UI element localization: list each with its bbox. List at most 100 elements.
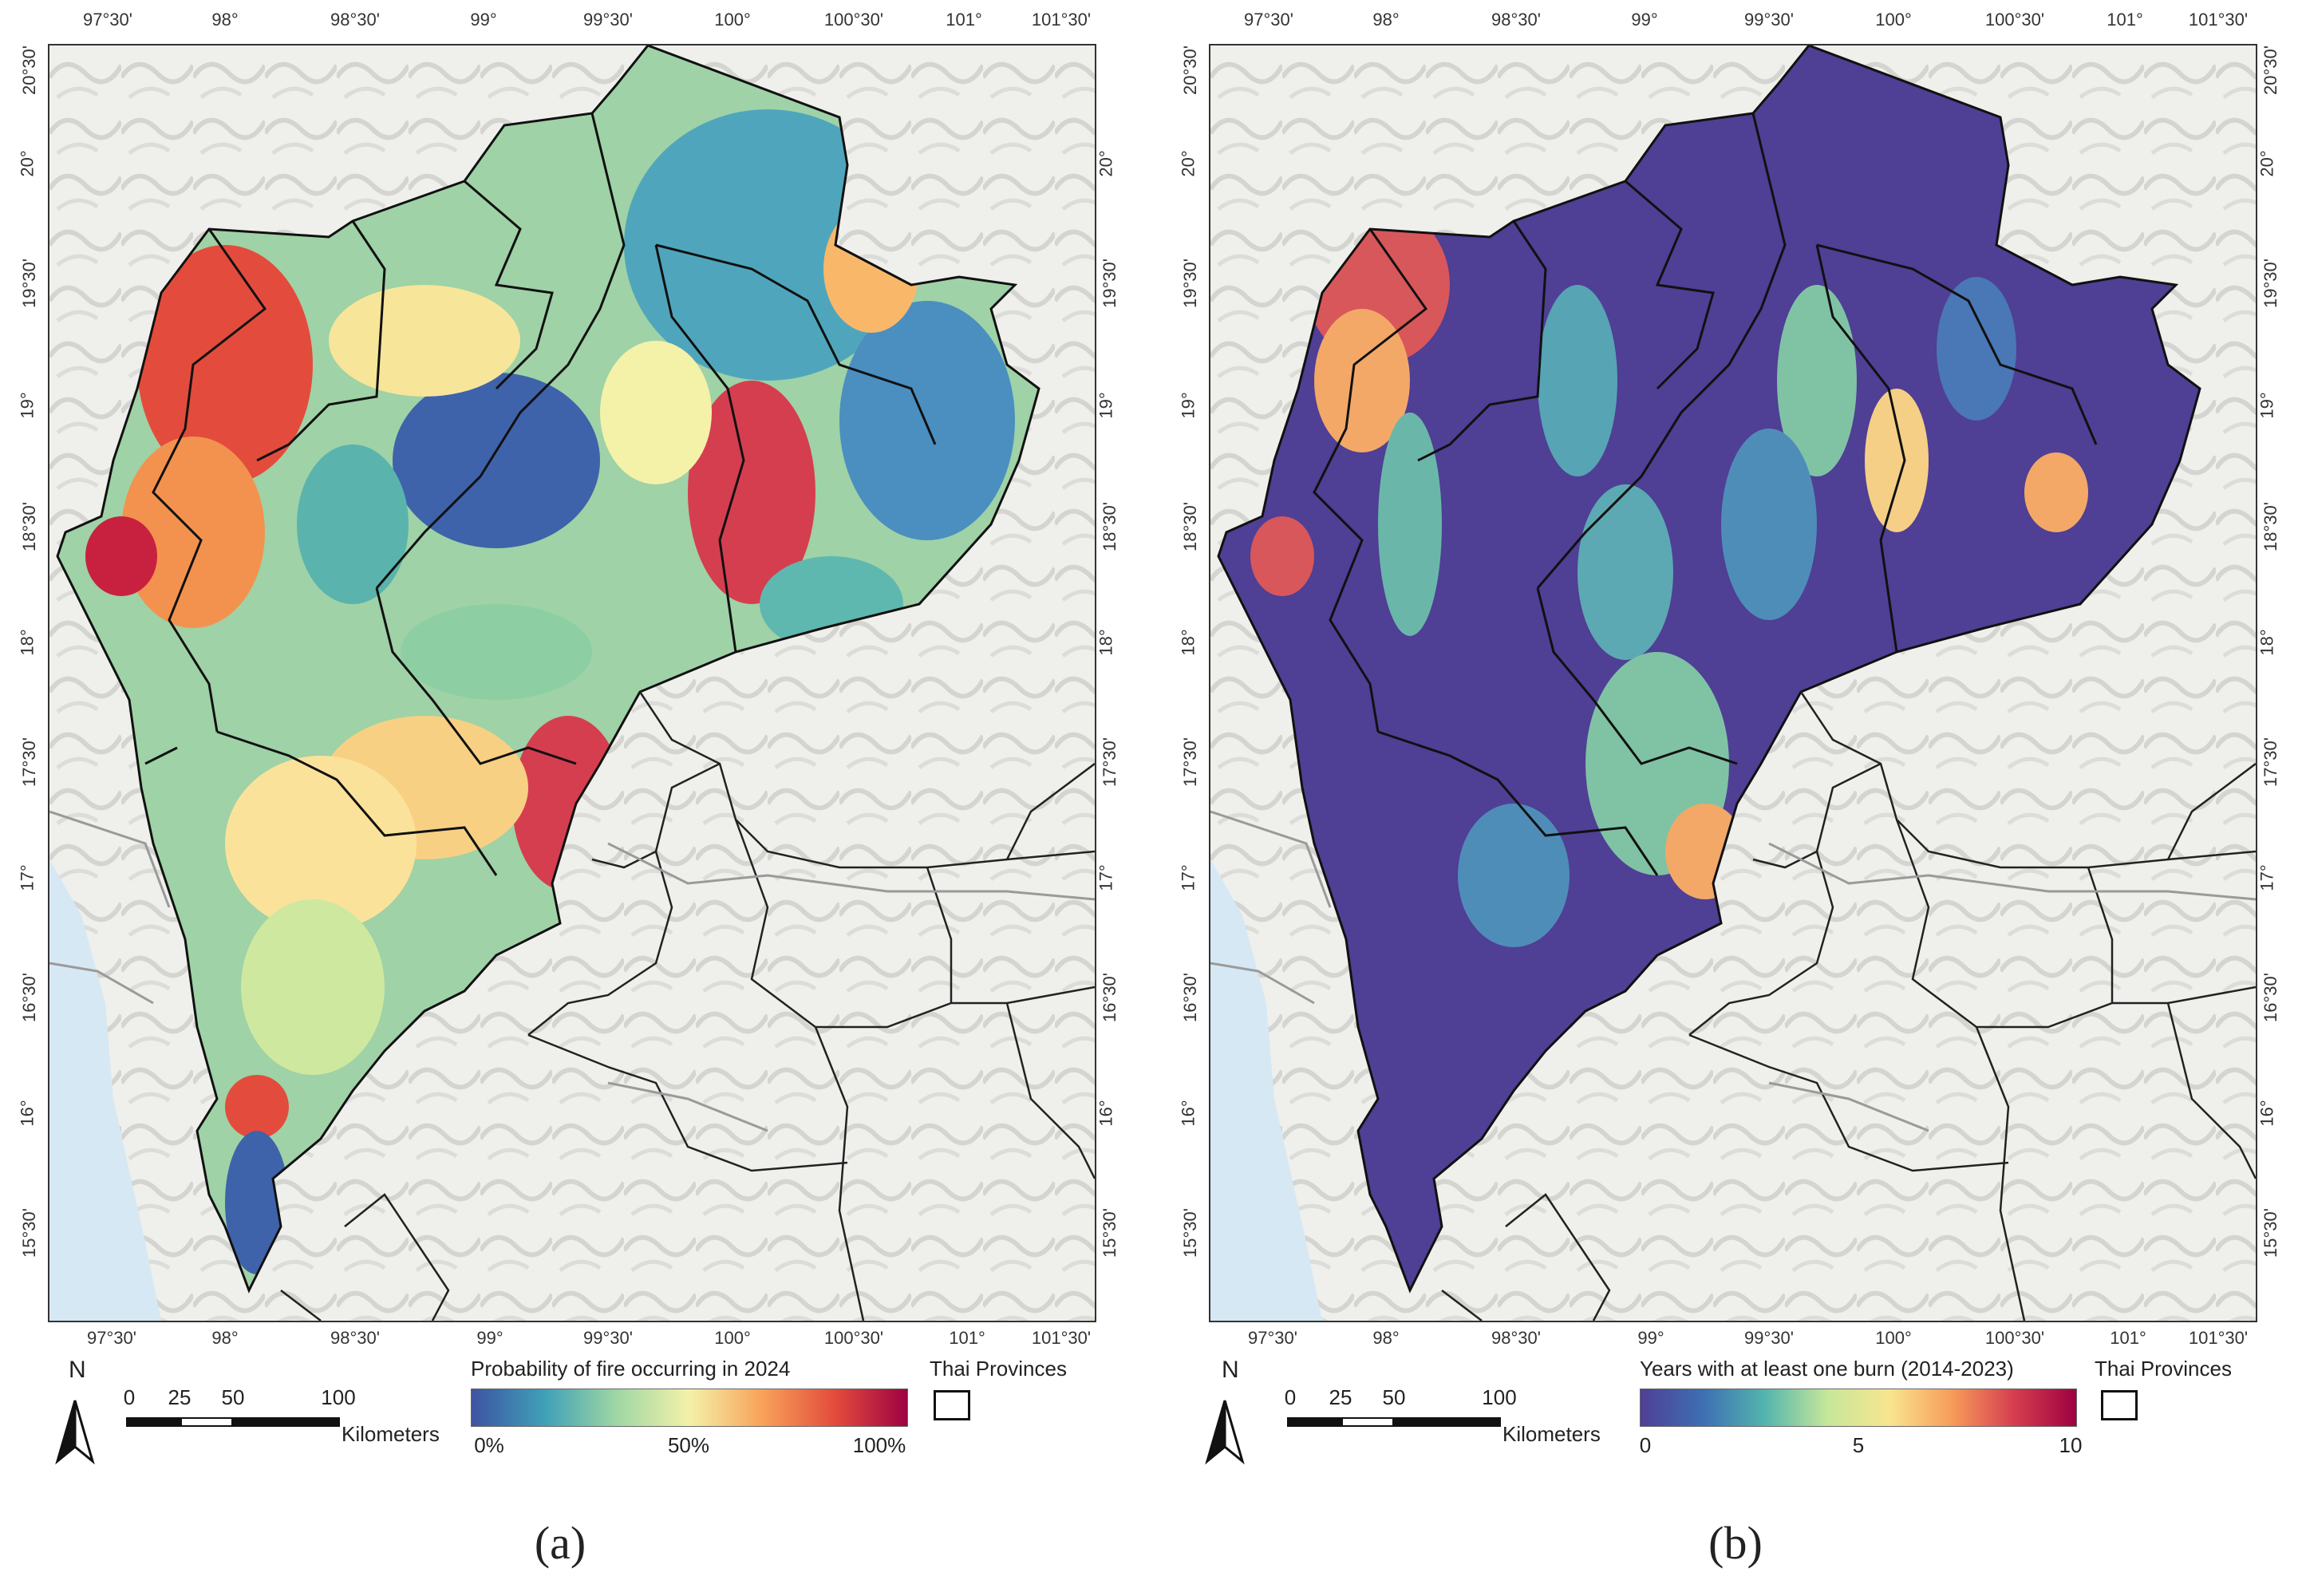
scale-label: 25 [168, 1385, 192, 1409]
lon-tick: 97°30' [83, 10, 132, 30]
legend-color-ramp [471, 1389, 908, 1427]
lat-tick: 19° [17, 392, 38, 419]
lon-tick: 101° [2107, 10, 2143, 30]
lon-tick: 98°30' [1491, 1328, 1541, 1348]
lat-tick: 15°30' [2260, 1208, 2280, 1258]
lat-tick: 17°30' [2260, 737, 2280, 787]
lat-tick: 19°30' [2260, 259, 2280, 308]
lon-tick: 98° [211, 10, 239, 30]
lat-tick: 19° [2257, 392, 2277, 419]
country-boundaries [1210, 810, 2256, 1132]
lon-tick: 99°30' [1744, 10, 1794, 30]
lat-tick: 19° [1178, 392, 1198, 419]
scale-label: 0 [123, 1385, 136, 1409]
outside-province-boundaries [1441, 691, 2256, 1321]
lat-tick: 19°30' [1099, 259, 1119, 308]
scale-segment [233, 1417, 340, 1427]
scale-segment [1287, 1417, 1341, 1427]
map-panel-a: 97°30' 98° 98°30' 99° 99°30' 100° 100°30… [17, 10, 1119, 1569]
provinces-legend-title: Thai Provinces [2095, 1357, 2232, 1381]
scale-label: 50 [221, 1385, 245, 1409]
lon-tick: 100°30' [823, 10, 884, 30]
lon-tick: 99° [1637, 1328, 1664, 1348]
lat-tick: 18° [17, 629, 38, 656]
scale-label: 50 [1382, 1385, 1406, 1409]
scale-segment [180, 1417, 233, 1427]
lat-tick: 18° [1178, 629, 1198, 656]
lon-tick: 98° [1372, 10, 1400, 30]
lon-tick: 101°30' [1031, 1328, 1092, 1348]
lon-tick: 97°30' [1244, 10, 1293, 30]
lat-tick: 16°30' [1099, 973, 1119, 1022]
legend-label: 50% [667, 1433, 710, 1457]
lon-tick: 99°30' [583, 1328, 633, 1348]
lon-tick: 97°30' [1248, 1328, 1297, 1348]
legend-title: Years with at least one burn (2014-2023) [1640, 1357, 2014, 1381]
lon-tick: 98° [211, 1328, 239, 1348]
lat-tick: 15°30' [1099, 1208, 1119, 1258]
lon-tick: 101°30' [2188, 10, 2249, 30]
north-arrow-icon [55, 1400, 95, 1465]
panel-caption: (a) [534, 1517, 586, 1569]
lon-tick: 98°30' [1491, 10, 1541, 30]
lat-tick: 18° [1096, 629, 1116, 656]
map-canvas [49, 45, 1095, 1321]
lat-tick: 16°30' [1179, 973, 1200, 1022]
scale-label: 100 [321, 1385, 356, 1409]
map-panel-b: 97°30' 98° 98°30' 99° 99°30' 100° 100°30… [1153, 0, 2306, 1596]
lat-tick: 17° [17, 864, 38, 891]
outside-province-boundaries [280, 691, 1095, 1321]
lon-tick: 97°30' [87, 1328, 136, 1348]
lat-tick: 15°30' [1179, 1208, 1200, 1258]
lat-tick: 20°30' [18, 45, 39, 95]
lon-tick: 101° [949, 1328, 985, 1348]
legend-label: 10 [2059, 1433, 2083, 1457]
lat-tick: 20° [1096, 150, 1116, 177]
lat-tick: 18°30' [1099, 502, 1119, 551]
lat-tick: 16° [17, 1100, 38, 1127]
legend-label: 5 [1852, 1433, 1865, 1457]
province-boundaries [56, 45, 1040, 1292]
lat-tick: 20° [2257, 150, 2277, 177]
lon-tick: 98°30' [330, 1328, 380, 1348]
lat-tick: 20°30' [1179, 45, 1200, 95]
lon-tick: 101°30' [2188, 1328, 2249, 1348]
scale-label: 25 [1329, 1385, 1352, 1409]
lat-tick: 20° [17, 150, 38, 177]
lon-tick: 100°30' [1984, 1328, 2045, 1348]
legend-color-ramp [1640, 1389, 2077, 1427]
lat-tick: 16° [2257, 1100, 2277, 1127]
north-label: N [69, 1357, 86, 1383]
map-frame [1209, 44, 2257, 1322]
legend-label: 0% [474, 1433, 504, 1457]
lat-tick: 15°30' [18, 1208, 39, 1258]
lat-tick: 16°30' [2260, 973, 2280, 1022]
lat-tick: 17°30' [18, 737, 39, 787]
province-outline-swatch [2101, 1390, 2138, 1420]
provinces-legend-title: Thai Provinces [930, 1357, 1067, 1381]
scale-segment [1394, 1417, 1501, 1427]
lat-tick: 19°30' [18, 259, 39, 308]
lat-tick: 19°30' [1179, 259, 1200, 308]
lat-tick: 17°30' [1099, 737, 1119, 787]
lon-tick: 99° [1631, 10, 1658, 30]
lon-tick: 100°30' [823, 1328, 884, 1348]
lon-tick: 99° [470, 10, 497, 30]
legend-title: Probability of fire occurring in 2024 [471, 1357, 791, 1381]
map-frame [48, 44, 1096, 1322]
lon-tick: 98° [1372, 1328, 1400, 1348]
lon-tick: 98°30' [330, 10, 380, 30]
lat-tick: 17° [2257, 864, 2277, 891]
lon-tick: 101° [2110, 1328, 2146, 1348]
lat-tick: 20° [1178, 150, 1198, 177]
scale-label: 0 [1284, 1385, 1297, 1409]
scale-unit: Kilometers [1502, 1422, 1601, 1446]
map-canvas [1210, 45, 2256, 1321]
north-label: N [1222, 1357, 1239, 1383]
lon-tick: 101°30' [1031, 10, 1092, 30]
lon-tick: 100° [1875, 10, 1912, 30]
lon-tick: 99° [476, 1328, 503, 1348]
lat-tick: 19° [1096, 392, 1116, 419]
north-arrow-icon [1205, 1400, 1245, 1465]
country-boundaries [49, 810, 1095, 1132]
